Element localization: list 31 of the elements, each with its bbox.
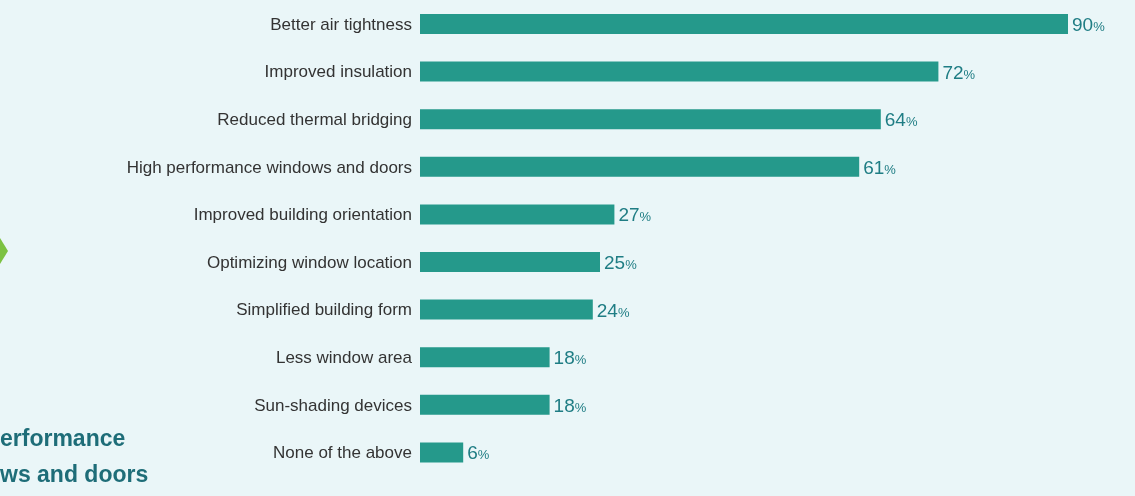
bar (420, 347, 550, 368)
bar (420, 14, 1068, 34)
y-tick-label: Better air tightness (270, 14, 412, 34)
bar (420, 204, 615, 225)
y-tick-label: None of the above (273, 443, 412, 463)
data-label: 25% (604, 252, 638, 273)
bar (420, 252, 600, 272)
bar (420, 394, 550, 415)
data-label: 72% (942, 61, 976, 83)
bar (420, 61, 939, 82)
y-tick-label: High performance windows and doors (126, 157, 412, 177)
y-tick-label: Reduced thermal bridging (217, 110, 412, 130)
bar (420, 442, 464, 463)
data-label: 24% (596, 299, 630, 321)
data-label: 61% (863, 156, 897, 178)
y-tick-label: Optimizing window location (206, 252, 412, 272)
data-label: 90% (1072, 14, 1106, 35)
y-tick-label: Improved building orientation (193, 205, 412, 225)
bar (420, 156, 860, 177)
bar (420, 109, 881, 130)
data-label: 27% (618, 204, 652, 226)
data-label: 18% (553, 394, 587, 416)
y-tick-label: Sun-shading devices (254, 395, 412, 415)
y-tick-label: Improved insulation (264, 62, 412, 82)
data-label: 6% (467, 442, 490, 464)
data-label: 64% (884, 109, 918, 131)
y-tick-label: Simplified building form (236, 300, 412, 320)
text: erformance ws and doors (0, 424, 149, 489)
bar (420, 299, 593, 320)
y-tick-label: Less window area (275, 348, 413, 368)
data-label: 18% (553, 347, 587, 369)
